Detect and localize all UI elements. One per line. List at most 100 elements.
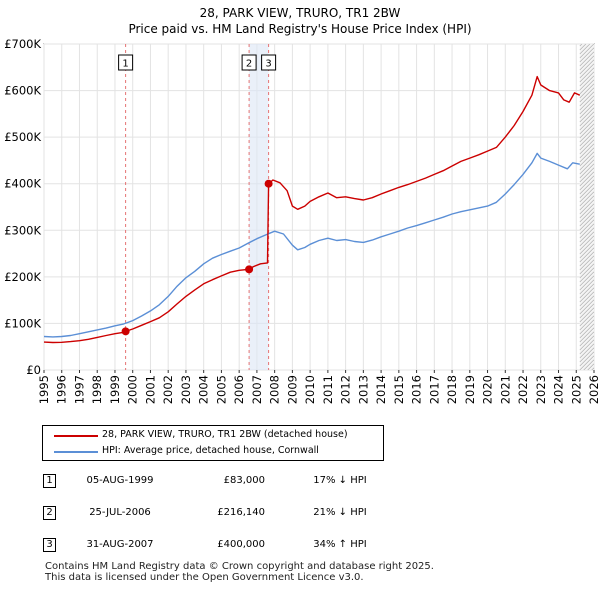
x-tick-label: 2021 (498, 375, 512, 404)
sale-date: 05-AUG-1999 (86, 475, 154, 486)
hatch-line (579, 199, 594, 215)
hatch-line (579, 211, 594, 227)
hatch-line (583, 359, 594, 370)
hatch-line (579, 79, 594, 95)
hatch-line (579, 287, 594, 303)
sale-hpi-diff: 34% ↑ HPI (313, 539, 367, 550)
hatch-line (579, 347, 594, 363)
hatch-line (579, 187, 594, 203)
hatch-line (579, 255, 594, 271)
hatch-line (579, 191, 594, 207)
hatch-line (579, 235, 594, 251)
hatch-line (579, 215, 594, 231)
hatch-line (579, 307, 594, 323)
future-hatch (579, 8, 594, 370)
chart-title: 28, PARK VIEW, TRURO, TR1 2BW (200, 6, 401, 20)
hatch-line (579, 44, 587, 51)
hatch-line (579, 279, 594, 295)
x-tick-label: 1999 (108, 375, 122, 404)
legend-label-property: 28, PARK VIEW, TRURO, TR1 2BW (detached … (102, 429, 348, 440)
hatch-line (579, 175, 594, 191)
hatch-line (579, 131, 594, 147)
x-tick-label: 2009 (285, 375, 299, 404)
hatch-line (579, 135, 594, 151)
legend-item-hpi: HPI: Average price, detached house, Corn… (43, 444, 383, 460)
hatch-line (579, 139, 594, 155)
hatch-line (579, 203, 594, 219)
hatch-line (579, 311, 594, 327)
sale-marker (245, 265, 254, 274)
hatch-line (579, 159, 594, 175)
hatch-line (579, 243, 594, 259)
x-tick-label: 2025 (569, 375, 583, 404)
x-tick-label: 2008 (268, 375, 282, 404)
sale-band (249, 44, 269, 370)
x-tick-label: 2006 (232, 375, 246, 404)
hatch-line (579, 155, 594, 171)
x-tick-label: 2019 (463, 375, 477, 404)
sale-hpi-diff: 21% ↓ HPI (313, 507, 367, 518)
hatch-line (580, 8, 594, 22)
hatch-line (579, 263, 594, 279)
y-tick-label: £100K (4, 316, 41, 330)
sale-hpi-diff: 17% ↓ HPI (313, 475, 367, 486)
sale-label-text: 3 (265, 59, 271, 70)
hatch-line (579, 335, 594, 351)
hatch-line (579, 323, 594, 339)
x-tick-label: 2022 (516, 375, 530, 404)
hatch-line (579, 163, 594, 179)
y-tick-label: £600K (4, 84, 41, 98)
x-tick-label: 2017 (427, 375, 441, 404)
x-tick-label: 2023 (534, 375, 548, 404)
x-tick-label: 2013 (356, 375, 370, 404)
x-tick-label: 2014 (374, 375, 388, 404)
legend: 28, PARK VIEW, TRURO, TR1 2BW (detached … (42, 425, 384, 461)
hatch-line (579, 291, 594, 307)
chart-subtitle: Price paid vs. HM Land Registry's House … (128, 22, 471, 36)
hatch-line (579, 343, 594, 359)
plot-area (43, 43, 595, 371)
hatch-line (580, 20, 594, 34)
hatch-line (579, 119, 594, 135)
hatch-line (579, 267, 594, 283)
hatch-line (579, 195, 594, 211)
hatch-line (579, 283, 594, 299)
sale-price: £83,000 (223, 475, 265, 486)
x-tick-label: 2004 (197, 375, 211, 404)
hatch-line (579, 303, 594, 319)
sale-label-text: 2 (246, 59, 252, 70)
x-tick-label: 1996 (55, 375, 69, 404)
x-tick-label: 2016 (410, 375, 424, 404)
grid-lines (43, 43, 595, 371)
series-lines (43, 75, 581, 344)
hatch-line (579, 143, 594, 159)
hatch-line (579, 331, 594, 347)
y-tick-label: £300K (4, 223, 41, 237)
hatch-line (579, 63, 594, 79)
sale-price: £400,000 (217, 539, 265, 550)
hatch-line (579, 127, 594, 143)
hatch-line (587, 363, 594, 370)
sale-label-text: 1 (122, 59, 128, 70)
hatch-line (580, 24, 594, 38)
sale-price: £216,140 (217, 507, 265, 518)
y-axis-ticks: £0 £100K £200K £300K £400K £500K £600K £700K (4, 37, 41, 377)
x-tick-label: 2018 (445, 375, 459, 404)
hatch-line (579, 111, 594, 127)
x-tick-label: 1998 (90, 375, 104, 404)
sale-badge: 3 (43, 538, 56, 552)
hatch-line (579, 115, 594, 131)
x-tick-label: 2020 (481, 375, 495, 404)
sale-row: 1 05-AUG-1999 £83,000 17% ↓ HPI (0, 474, 600, 494)
x-tick-label: 2005 (214, 375, 228, 404)
hatch-line (579, 83, 594, 99)
hatch-line (579, 179, 594, 195)
hatch-line (579, 355, 594, 370)
hatch-line (579, 319, 594, 335)
hatch-line (579, 275, 594, 291)
hatch-line (579, 183, 594, 199)
hpi-line (43, 152, 580, 338)
hatch-line (579, 259, 594, 275)
hatch-line (579, 299, 594, 315)
hatch-line (579, 239, 594, 255)
